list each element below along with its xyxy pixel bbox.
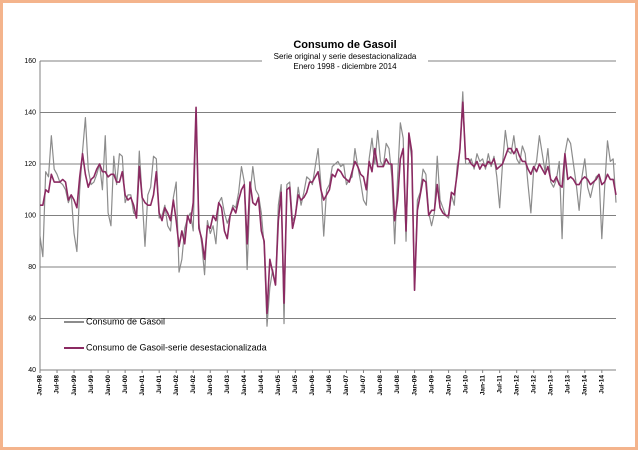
x-tick-label: Jul-04 (258, 375, 265, 394)
x-tick-label: Jan-11 (479, 375, 486, 396)
y-tick-label: 160 (24, 58, 36, 65)
x-tick-label: Jan-05 (275, 375, 282, 396)
x-tick-label: Jul-01 (156, 375, 163, 394)
x-tick-label: Jul-02 (190, 375, 197, 394)
legend-label: Consumo de Gasoil-serie desestacionaliza… (86, 342, 267, 352)
x-tick-label: Jul-09 (428, 375, 435, 394)
x-tick-label: Jan-99 (71, 375, 78, 396)
y-tick-label: 120 (24, 161, 36, 168)
x-tick-label: Jan-01 (139, 375, 146, 396)
x-tick-label: Jan-08 (377, 375, 384, 396)
x-tick-label: Jul-99 (88, 375, 95, 394)
x-tick-label: Jan-04 (241, 375, 248, 396)
x-tick-label: Jan-03 (207, 375, 214, 396)
x-tick-label: Jan-07 (343, 375, 350, 396)
x-tick-label: Jan-13 (547, 375, 554, 396)
x-tick-label: Jul-00 (122, 375, 129, 394)
x-tick-label: Jul-12 (530, 375, 537, 394)
x-tick-label: Jan-06 (309, 375, 316, 396)
y-tick-label: 40 (28, 367, 36, 374)
y-tick-label: 140 (24, 109, 36, 116)
chart-subtitle: Serie original y serie desestacionalizad… (274, 52, 417, 61)
series-line (40, 101, 617, 315)
x-tick-label: Jan-09 (411, 375, 418, 396)
x-tick-label: Jul-05 (292, 375, 299, 394)
y-tick-label: 60 (28, 315, 36, 322)
chart-title: Consumo de Gasoil (293, 39, 396, 51)
x-tick-label: Jan-98 (37, 375, 44, 396)
x-tick-label: Jul-14 (599, 375, 606, 394)
y-tick-label: 80 (28, 264, 36, 271)
x-tick-label: Jul-08 (394, 375, 401, 394)
legend-label: Consumo de Gasoil (86, 316, 165, 326)
x-tick-label: Jul-13 (564, 375, 571, 394)
x-tick-label: Jul-06 (326, 375, 333, 394)
x-tick-label: Jan-02 (173, 375, 180, 396)
y-tick-label: 100 (24, 212, 36, 219)
x-tick-label: Jul-98 (54, 375, 61, 394)
x-tick-label: Jan-10 (445, 375, 452, 396)
chart-subtitle: Enero 1998 - diciembre 2014 (293, 62, 397, 71)
x-tick-label: Jan-14 (582, 375, 589, 396)
x-tick-label: Jan-12 (513, 375, 520, 396)
subtitle-bg (262, 51, 428, 77)
x-tick-label: Jan-00 (105, 375, 112, 396)
x-tick-label: Jul-11 (496, 375, 503, 394)
x-tick-label: Jul-03 (224, 375, 231, 394)
x-tick-label: Jul-07 (360, 375, 367, 394)
x-tick-label: Jul-10 (462, 375, 469, 394)
